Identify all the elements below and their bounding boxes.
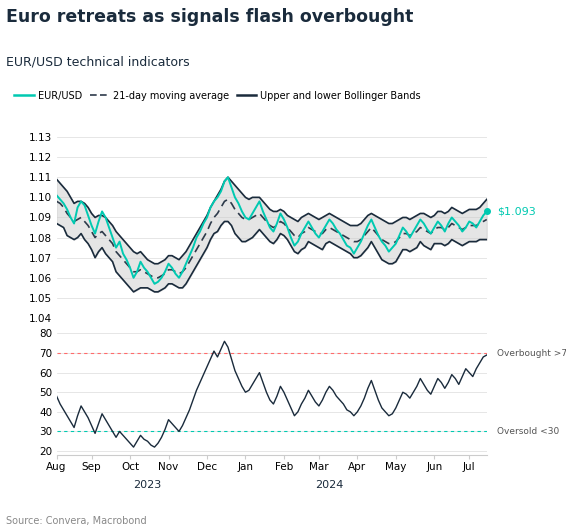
Text: Euro retreats as signals flash overbought: Euro retreats as signals flash overbough… bbox=[6, 8, 413, 26]
Text: $1.093: $1.093 bbox=[498, 206, 536, 216]
Text: 2023: 2023 bbox=[134, 480, 162, 490]
Legend: EUR/USD, 21-day moving average, Upper and lower Bollinger Bands: EUR/USD, 21-day moving average, Upper an… bbox=[11, 87, 425, 105]
Text: Oversold <30: Oversold <30 bbox=[498, 427, 560, 436]
Text: Overbought >70: Overbought >70 bbox=[498, 349, 566, 358]
Text: 2024: 2024 bbox=[315, 480, 344, 490]
Text: EUR/USD technical indicators: EUR/USD technical indicators bbox=[6, 56, 189, 69]
Text: Source: Convera, Macrobond: Source: Convera, Macrobond bbox=[6, 516, 146, 526]
